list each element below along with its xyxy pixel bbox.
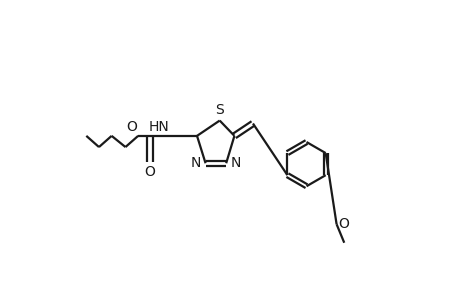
Text: HN: HN: [149, 119, 169, 134]
Text: O: O: [125, 119, 136, 134]
Text: N: N: [190, 156, 201, 170]
Text: O: O: [337, 217, 348, 231]
Text: O: O: [144, 165, 155, 179]
Text: S: S: [215, 103, 224, 117]
Text: N: N: [230, 156, 241, 170]
